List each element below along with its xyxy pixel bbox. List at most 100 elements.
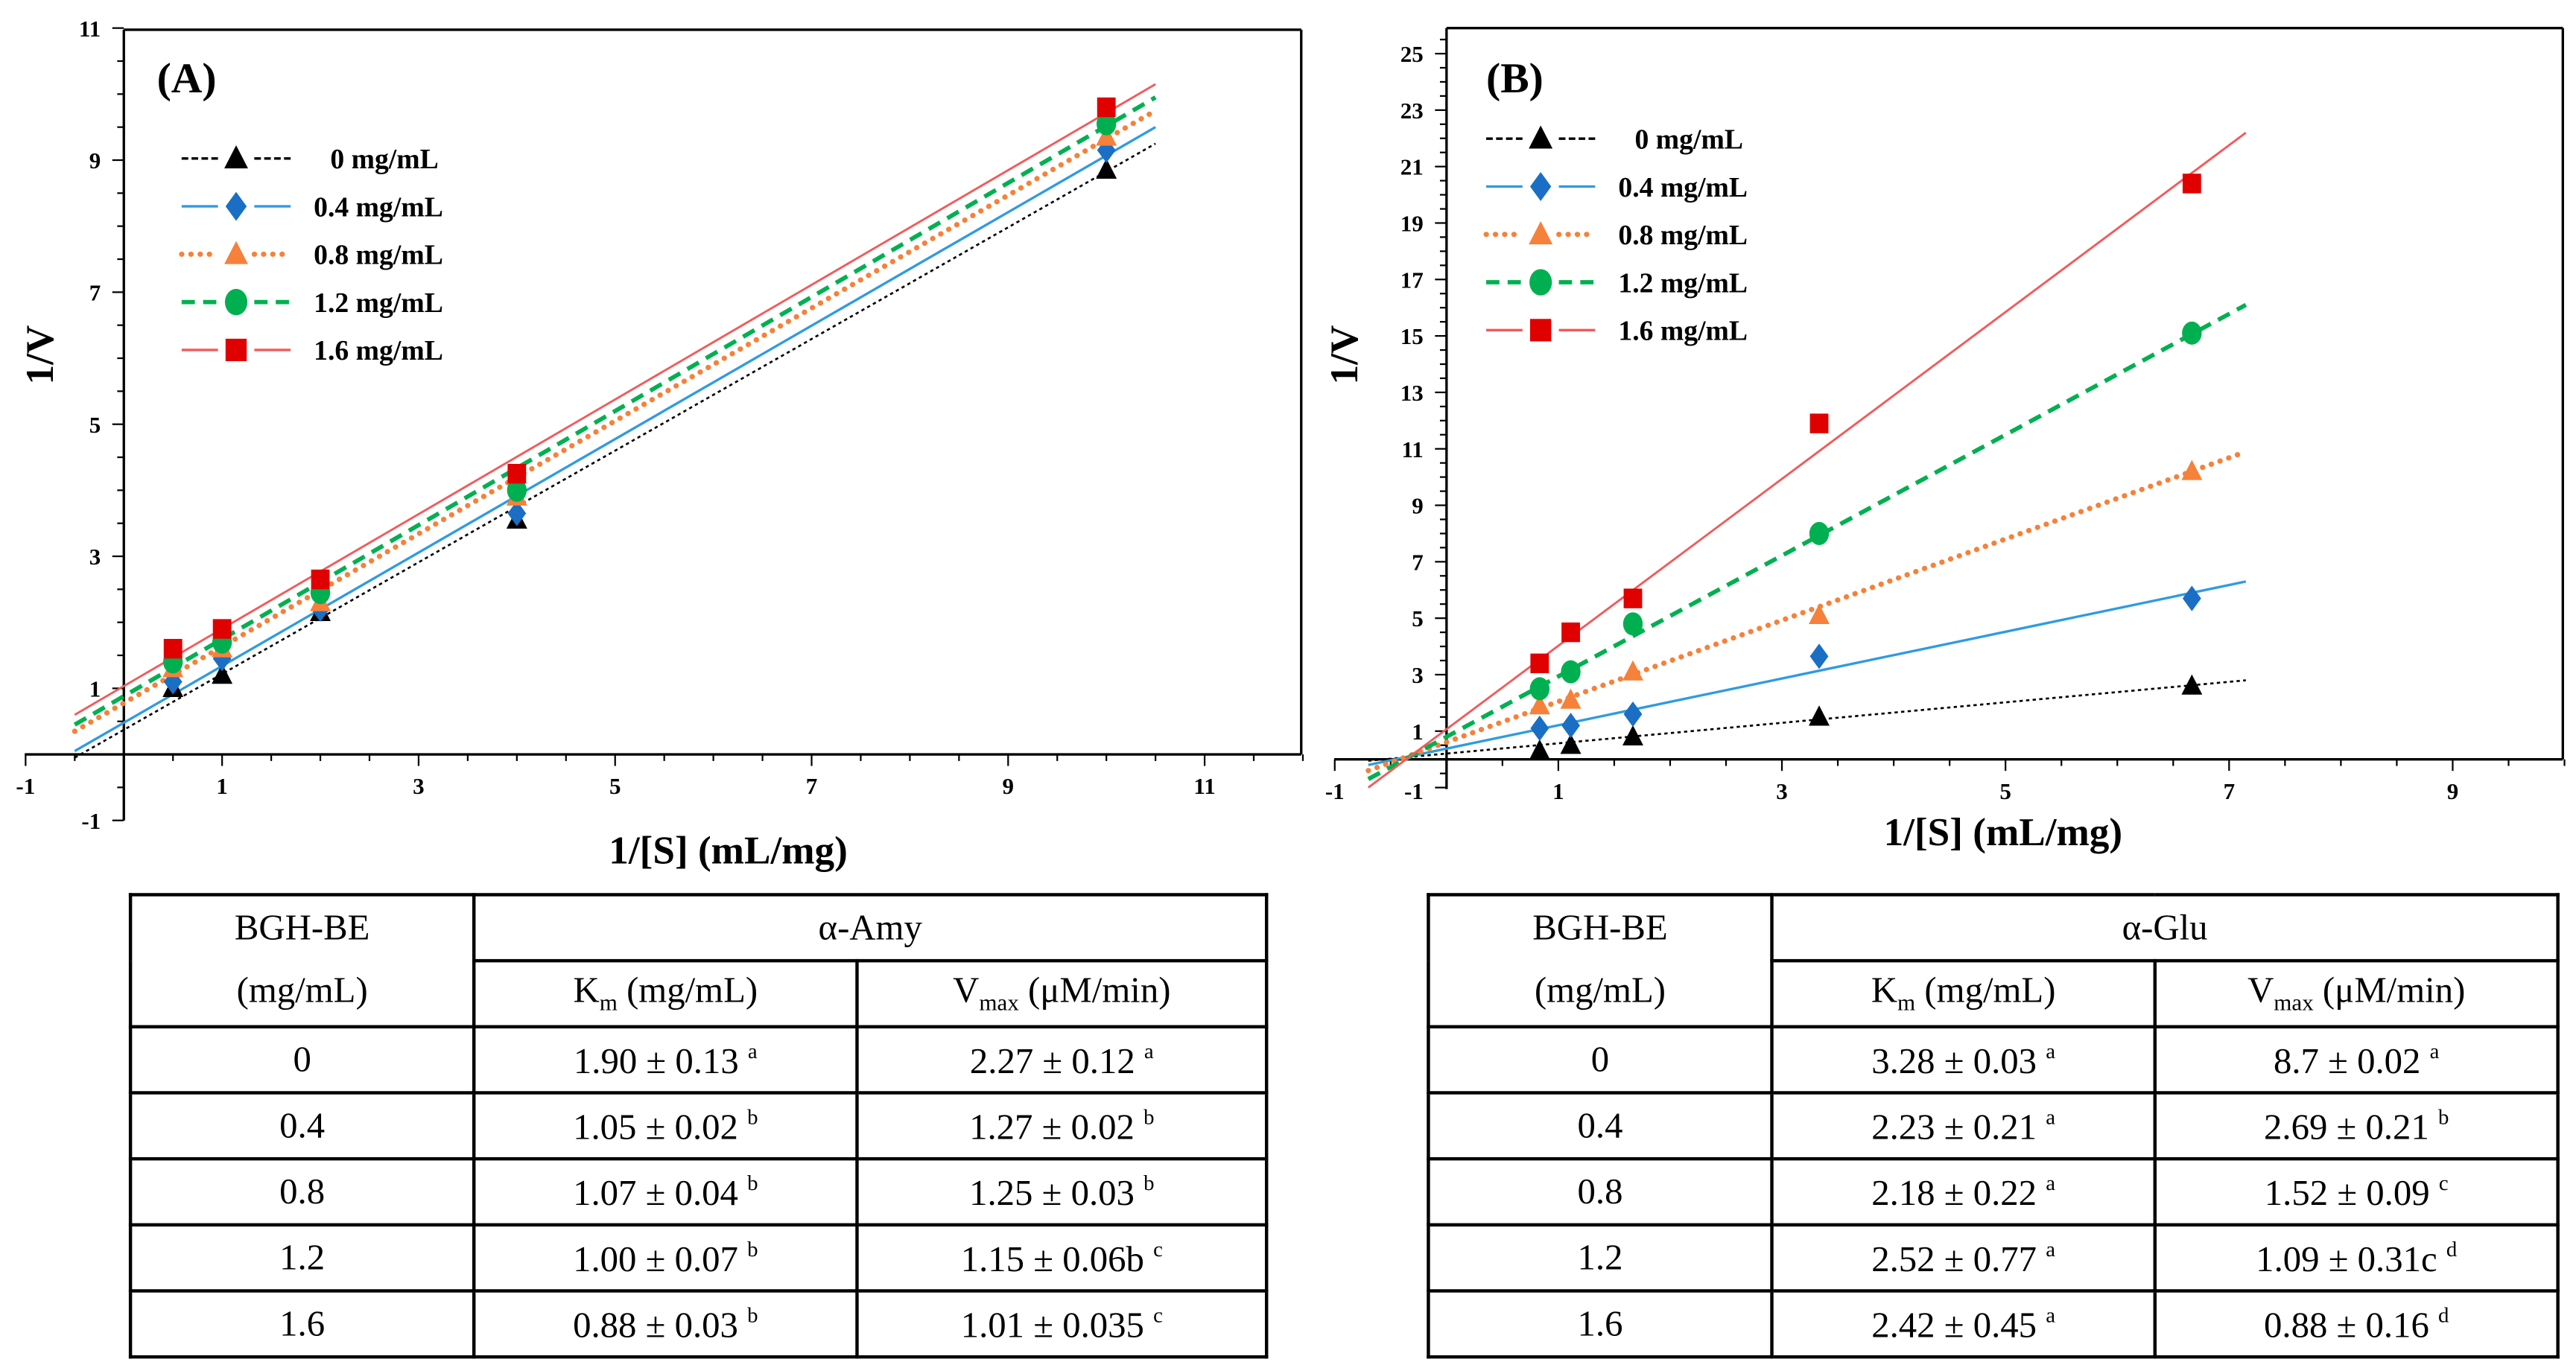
legend-label: 0.4 mg/mL	[314, 191, 443, 223]
data-point-0	[2181, 674, 2203, 695]
legend-marker-1	[1529, 171, 1552, 201]
legend-label: 1.6 mg/mL	[314, 335, 443, 366]
legend-marker-3	[1529, 269, 1552, 296]
km-cell: 2.42 ± 0.45 a	[1770, 1289, 2157, 1359]
concentration-cell: 1.2	[1427, 1223, 1774, 1293]
km-header: Km (mg/mL)	[1770, 958, 2157, 1029]
km-value: 0.88 ± 0.03	[573, 1303, 738, 1345]
data-point-3	[1809, 521, 1830, 545]
km-value: 2.23 ± 0.21	[1871, 1105, 2037, 1147]
data-point-0	[212, 664, 233, 684]
header-row: BGH-BE (mg/mL) α-Glu	[1427, 893, 2560, 1029]
y-tick-label: 5	[89, 412, 101, 438]
y-tick-label: -1	[81, 808, 101, 834]
y-tick-label: 13	[1400, 380, 1424, 406]
concentration-header-line2: (mg/mL)	[1534, 969, 1666, 1011]
y-tick-label: 9	[1412, 493, 1424, 519]
data-point-2	[2181, 459, 2203, 480]
fit-line-3	[73, 95, 1157, 727]
vmax-cell: 1.15 ± 0.06b c	[855, 1223, 1269, 1293]
km-header: Km (mg/mL)	[472, 958, 859, 1029]
concentration-cell: 1.6	[1427, 1289, 1774, 1359]
concentration-header-line1: BGH-BE	[234, 906, 370, 948]
x-tick-label: 9	[2447, 778, 2459, 804]
km-cell: 2.23 ± 0.21 a	[1770, 1091, 2157, 1161]
concentration-header: BGH-BE (mg/mL)	[128, 893, 476, 1029]
vmax-header: Vmax (μM/min)	[855, 958, 1269, 1029]
data-point-4	[1623, 588, 1643, 608]
vmax-significance: a	[2429, 1037, 2440, 1063]
table-row: 1.2 1.00 ± 0.07 b 1.15 ± 0.06b c	[128, 1223, 1269, 1293]
vmax-cell: 1.25 ± 0.03 b	[855, 1156, 1269, 1227]
km-value: 1.90 ± 0.13	[573, 1039, 739, 1081]
data-point-3	[1622, 612, 1643, 636]
data-point-4	[311, 569, 330, 590]
km-significance: a	[2046, 1301, 2056, 1327]
data-point-4	[1561, 622, 1580, 643]
y-tick-label: 5	[1412, 605, 1424, 631]
data-point-4	[1809, 413, 1829, 433]
y-tick-label: 11	[79, 16, 101, 42]
alpha-glucosidase-kinetics-table: BGH-BE (mg/mL) α-Glu Km (mg/mL) Vmax (μM/min…	[1427, 893, 2560, 1359]
fit-line-0	[74, 142, 1156, 759]
fit-line-4	[74, 83, 1156, 716]
data-point-4	[163, 638, 183, 659]
legend-label: 0 mg/mL	[330, 144, 438, 175]
concentration-cell: 1.6	[128, 1289, 476, 1359]
km-value: 2.18 ± 0.22	[1871, 1171, 2037, 1213]
data-point-3	[2182, 321, 2202, 345]
km-cell: 1.07 ± 0.04 b	[472, 1156, 859, 1227]
vmax-significance: a	[1143, 1037, 1154, 1063]
fit-line-2	[1365, 448, 2249, 774]
chart-a: -1 1 3 5 7 9 11 -1 1 3 5 7 9 11 (A) 1/V 1/[S] (mL/mg) 0 m…	[16, 16, 1304, 872]
x-tick-label: 11	[1193, 773, 1215, 799]
vmax-significance: d	[2446, 1235, 2458, 1261]
vmax-value: 1.25 ± 0.03	[969, 1171, 1135, 1213]
table-row: 0.4 2.23 ± 0.21 a 2.69 ± 0.21 b	[1427, 1091, 2560, 1161]
vmax-header-subscript: max	[979, 992, 1019, 1017]
vmax-cell: 1.09 ± 0.31c d	[2153, 1223, 2560, 1293]
data-point-0	[1809, 705, 1830, 726]
x-tick-label: 5	[609, 773, 621, 799]
vmax-cell: 0.88 ± 0.16 d	[2153, 1289, 2560, 1359]
vmax-cell: 2.27 ± 0.12 a	[855, 1025, 1269, 1095]
y-tick-label: 3	[1412, 662, 1424, 688]
x-axis-label: 1/[S] (mL/mg)	[609, 828, 848, 872]
data-point-1	[163, 669, 183, 695]
legend-marker-0	[224, 145, 248, 169]
km-header-symbol: K	[573, 969, 600, 1011]
data-point-2	[1096, 125, 1117, 146]
legend-marker-4	[1529, 319, 1552, 342]
data-point-4	[1530, 653, 1549, 673]
legend-marker-4	[225, 338, 247, 362]
y-axis-label: 1/V	[18, 325, 62, 385]
subheader-row: Km (mg/mL) Vmax (μM/min)	[1428, 958, 2560, 1029]
data-point-1	[1561, 713, 1580, 739]
table-row: 1.6 0.88 ± 0.03 b 1.01 ± 0.035 c	[128, 1289, 1269, 1359]
vmax-header-symbol: V	[953, 969, 980, 1011]
data-point-2	[1560, 688, 1582, 709]
km-value: 2.52 ± 0.77	[1871, 1237, 2037, 1279]
vmax-significance: c	[2438, 1169, 2449, 1194]
vmax-header-subscript: max	[2274, 992, 2314, 1017]
km-cell: 1.90 ± 0.13 a	[472, 1025, 859, 1095]
y-tick-label: 9	[89, 147, 101, 174]
subheader-row: Km (mg/mL) Vmax (μM/min)	[130, 958, 1269, 1029]
km-header-unit: (mg/mL)	[1915, 969, 2056, 1011]
enzyme-header: α-Amy	[472, 893, 1269, 963]
concentration-header-line2: (mg/mL)	[236, 969, 368, 1011]
km-significance: a	[2046, 1169, 2056, 1194]
km-value: 1.07 ± 0.04	[573, 1171, 738, 1213]
y-tick-label: 7	[1412, 549, 1424, 575]
data-point-1	[1809, 643, 1829, 669]
data-point-3	[1096, 112, 1117, 136]
vmax-value: 8.7 ± 0.02	[2273, 1039, 2421, 1081]
km-cell: 0.88 ± 0.03 b	[472, 1289, 859, 1359]
panel-label: (A)	[157, 55, 217, 102]
concentration-cell: 0	[1427, 1025, 1774, 1095]
vmax-value: 2.27 ± 0.12	[969, 1039, 1135, 1081]
x-tick-label: 1	[1552, 778, 1564, 804]
x-tick-label: 7	[2224, 778, 2236, 804]
vmax-cell: 2.69 ± 0.21 b	[2153, 1091, 2560, 1161]
